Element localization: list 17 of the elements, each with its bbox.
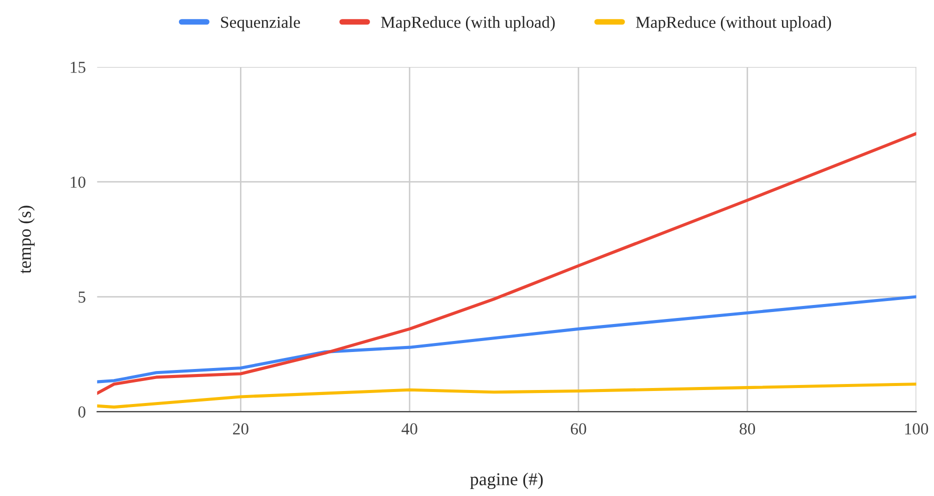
y-tick-label: 10 bbox=[70, 176, 86, 188]
x-tick-label: 20 bbox=[233, 423, 248, 435]
x-axis-title: pagine (#) bbox=[470, 472, 543, 490]
x-tick-label: 40 bbox=[402, 423, 418, 435]
x-tick-label: 60 bbox=[570, 423, 586, 435]
y-tick-label: 0 bbox=[78, 406, 86, 418]
y-tick-label: 15 bbox=[70, 62, 86, 73]
x-tick-label: 100 bbox=[905, 423, 928, 435]
x-tick-label: 80 bbox=[740, 423, 756, 435]
y-axis-title: tempo (s) bbox=[18, 206, 35, 274]
legend-label: MapReduce (with upload) bbox=[380, 16, 555, 32]
legend-label: MapReduce (without upload) bbox=[636, 16, 831, 32]
line-series bbox=[97, 382, 916, 409]
legend-label: Sequenziale bbox=[221, 16, 300, 32]
y-tick-label: 5 bbox=[78, 292, 86, 303]
line-series bbox=[97, 295, 916, 384]
line-series bbox=[97, 132, 916, 395]
